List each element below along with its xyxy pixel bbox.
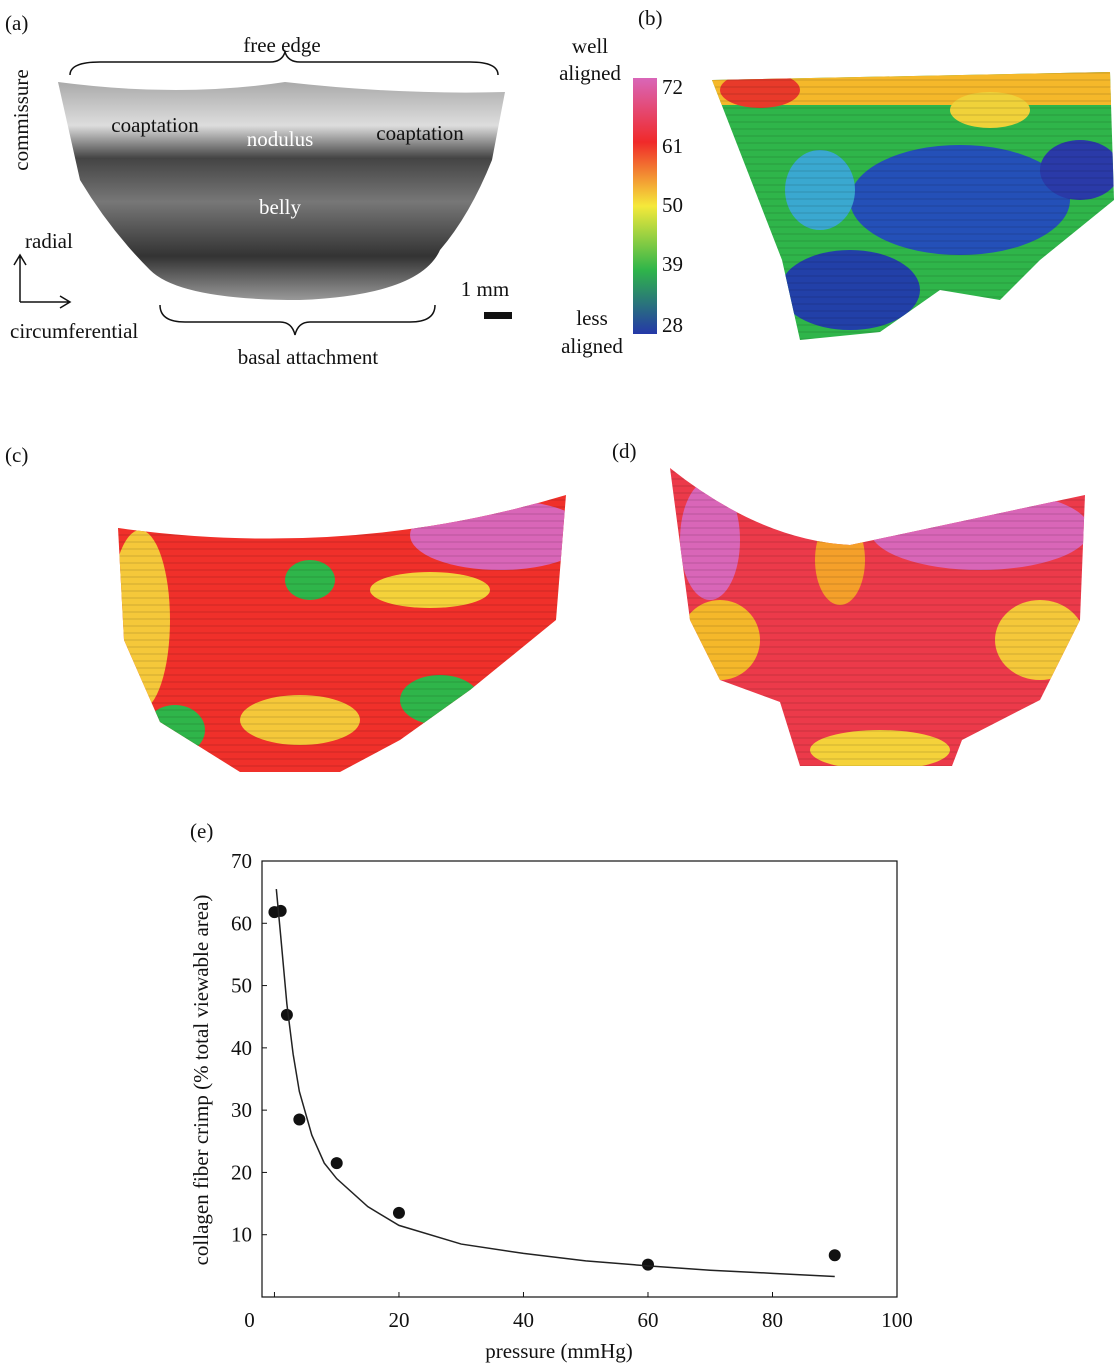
x-tick-label: 100: [881, 1308, 913, 1332]
y-tick-label: 10: [231, 1223, 252, 1247]
x-tick-label: 80: [762, 1308, 783, 1332]
y-tick-label: 40: [231, 1036, 252, 1060]
plot: 10 20 30 40 50 60 70 0 20 40 60 80 100: [231, 849, 913, 1332]
data-point: [274, 904, 287, 917]
label: coaptation: [376, 121, 464, 145]
data-point: [330, 1157, 343, 1170]
colorbar-tick: 61: [662, 134, 683, 158]
data-point: [641, 1258, 654, 1271]
data-point: [280, 1008, 293, 1021]
panel-label: (b): [638, 6, 663, 30]
panel-b: (b) well aligned less aligned 72 61 50 3…: [559, 6, 1114, 358]
panel-label: (c): [5, 443, 28, 467]
y-tick-label: 20: [231, 1160, 252, 1184]
alignment-map: [712, 72, 1114, 340]
x-axis-label: pressure (mmHg): [485, 1339, 633, 1363]
label: well: [572, 34, 608, 58]
panel-a: (a) free edge commissure coaptation nodu…: [5, 11, 512, 369]
label: basal attachment: [238, 345, 379, 369]
y-axis-label: collagen fiber crimp (% total viewable a…: [189, 895, 213, 1266]
y-tick-label: 60: [231, 911, 252, 935]
label: belly: [259, 195, 301, 219]
x-tick-label: 40: [513, 1308, 534, 1332]
label: radial: [25, 229, 73, 253]
panel-label: (d): [612, 439, 637, 463]
alignment-map: [670, 468, 1085, 766]
panel-label: (a): [5, 11, 28, 35]
data-point: [293, 1113, 306, 1126]
x-tick-label: 60: [637, 1308, 658, 1332]
brace: [69, 49, 499, 76]
label: 1 mm: [461, 277, 509, 301]
label: aligned: [561, 334, 623, 358]
axes-arrows: [13, 253, 72, 309]
panel-label: (e): [190, 819, 213, 843]
x-tick-label: 20: [388, 1308, 409, 1332]
label: less: [576, 306, 608, 330]
y-tick-label: 50: [231, 974, 252, 998]
y-tick-label: 30: [231, 1098, 252, 1122]
data-point: [392, 1206, 405, 1219]
colorbar-tick: 39: [662, 252, 683, 276]
leaflet-image: [58, 82, 505, 300]
panel-d: (d): [612, 439, 1085, 766]
colorbar-tick: 50: [662, 193, 683, 217]
label: free edge: [243, 33, 321, 57]
y-tick-label: 70: [231, 849, 252, 873]
fit-line: [275, 888, 835, 1278]
label: aligned: [559, 61, 621, 85]
label: commissure: [9, 69, 33, 170]
alignment-map: [118, 495, 566, 772]
data-point: [828, 1249, 841, 1262]
panel-c: (c): [5, 443, 566, 772]
x-tick-label: 0: [244, 1308, 255, 1332]
colorbar: [633, 78, 657, 334]
label: coaptation: [111, 113, 199, 137]
label: circumferential: [10, 319, 138, 343]
scale-bar: [484, 312, 512, 319]
colorbar-tick: 28: [662, 313, 683, 337]
brace: [159, 304, 436, 336]
plot-frame: [261, 860, 898, 1298]
label: nodulus: [247, 127, 314, 151]
colorbar-tick: 72: [662, 75, 683, 99]
